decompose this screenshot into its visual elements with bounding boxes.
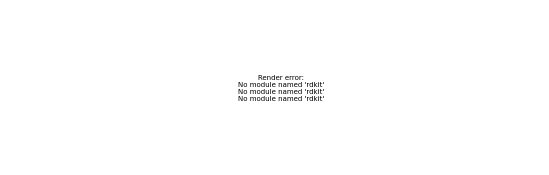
Text: Render error:
No module named 'rdkit'
No module named 'rdkit'
No module named 'r: Render error: No module named 'rdkit' No… (238, 75, 324, 102)
